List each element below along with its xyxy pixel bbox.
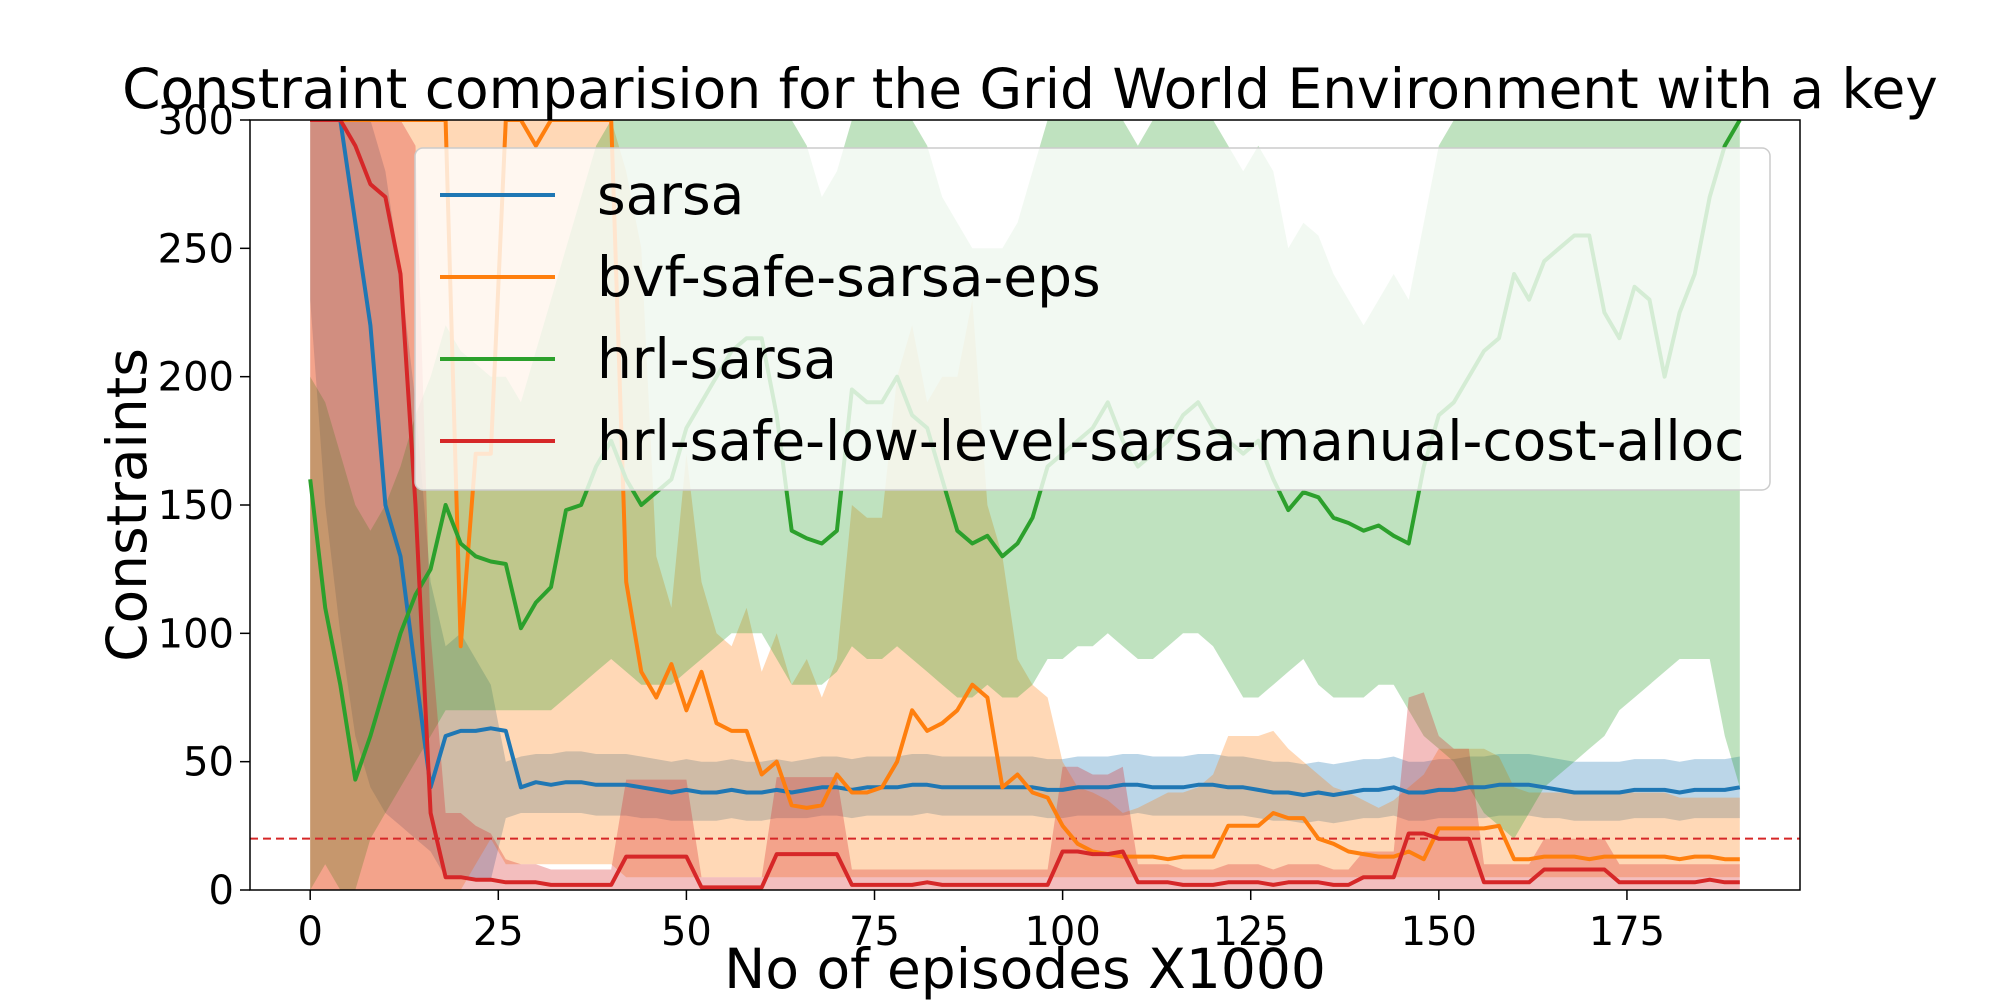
x-tick-label: 175 [1589, 909, 1665, 955]
y-tick-label: 100 [158, 611, 234, 657]
band-sarsa [310, 120, 1740, 880]
band-hrl-safe-low-level-sarsa-manual-cost-alloc [310, 120, 1740, 890]
legend-box [414, 147, 1771, 491]
y-tick-label: 200 [158, 355, 234, 401]
x-tick-label: 75 [849, 909, 900, 955]
y-tick-label: 150 [158, 483, 234, 529]
x-axis: 0 25 50 75 100 125 150 175 [297, 890, 1665, 955]
line-sarsa [310, 120, 1741, 797]
y-axis: 0 50 100 150 200 250 300 [158, 98, 250, 914]
x-tick-label: 50 [661, 909, 712, 955]
legend-label-bvf-safe-sarsa-eps: bvf-safe-sarsa-eps [597, 245, 1101, 309]
legend: sarsa bvf-safe-sarsa-eps hrl-sarsa hrl-safe… [414, 147, 1771, 491]
legend-label-hrl-safe-low-level-sarsa-manual-cost-alloc: hrl-safe-low-level-sarsa-manual-cost-all… [597, 409, 1745, 473]
y-tick-label: 0 [209, 868, 234, 914]
y-tick-label: 50 [183, 740, 234, 786]
x-axis-label: No of episodes X1000 [724, 937, 1326, 1000]
band-bvf-safe-sarsa-eps [310, 120, 1740, 890]
y-tick-label: 250 [158, 226, 234, 272]
x-tick-label: 25 [473, 909, 524, 955]
legend-label-hrl-sarsa: hrl-sarsa [597, 327, 837, 391]
chart-title: Constraint comparision for the Grid Worl… [122, 57, 1938, 121]
x-tick-label: 100 [1024, 909, 1100, 955]
x-tick-label: 125 [1213, 909, 1289, 955]
x-tick-label: 0 [297, 909, 322, 955]
legend-label-sarsa: sarsa [597, 163, 744, 227]
y-tick-label: 300 [158, 98, 234, 144]
y-axis-label: Constraints [95, 348, 159, 662]
line-bvf-safe-sarsa-eps [310, 120, 1740, 862]
line-hrl-safe-low-level-sarsa-manual-cost-alloc [310, 120, 1740, 890]
x-tick-label: 150 [1401, 909, 1477, 955]
